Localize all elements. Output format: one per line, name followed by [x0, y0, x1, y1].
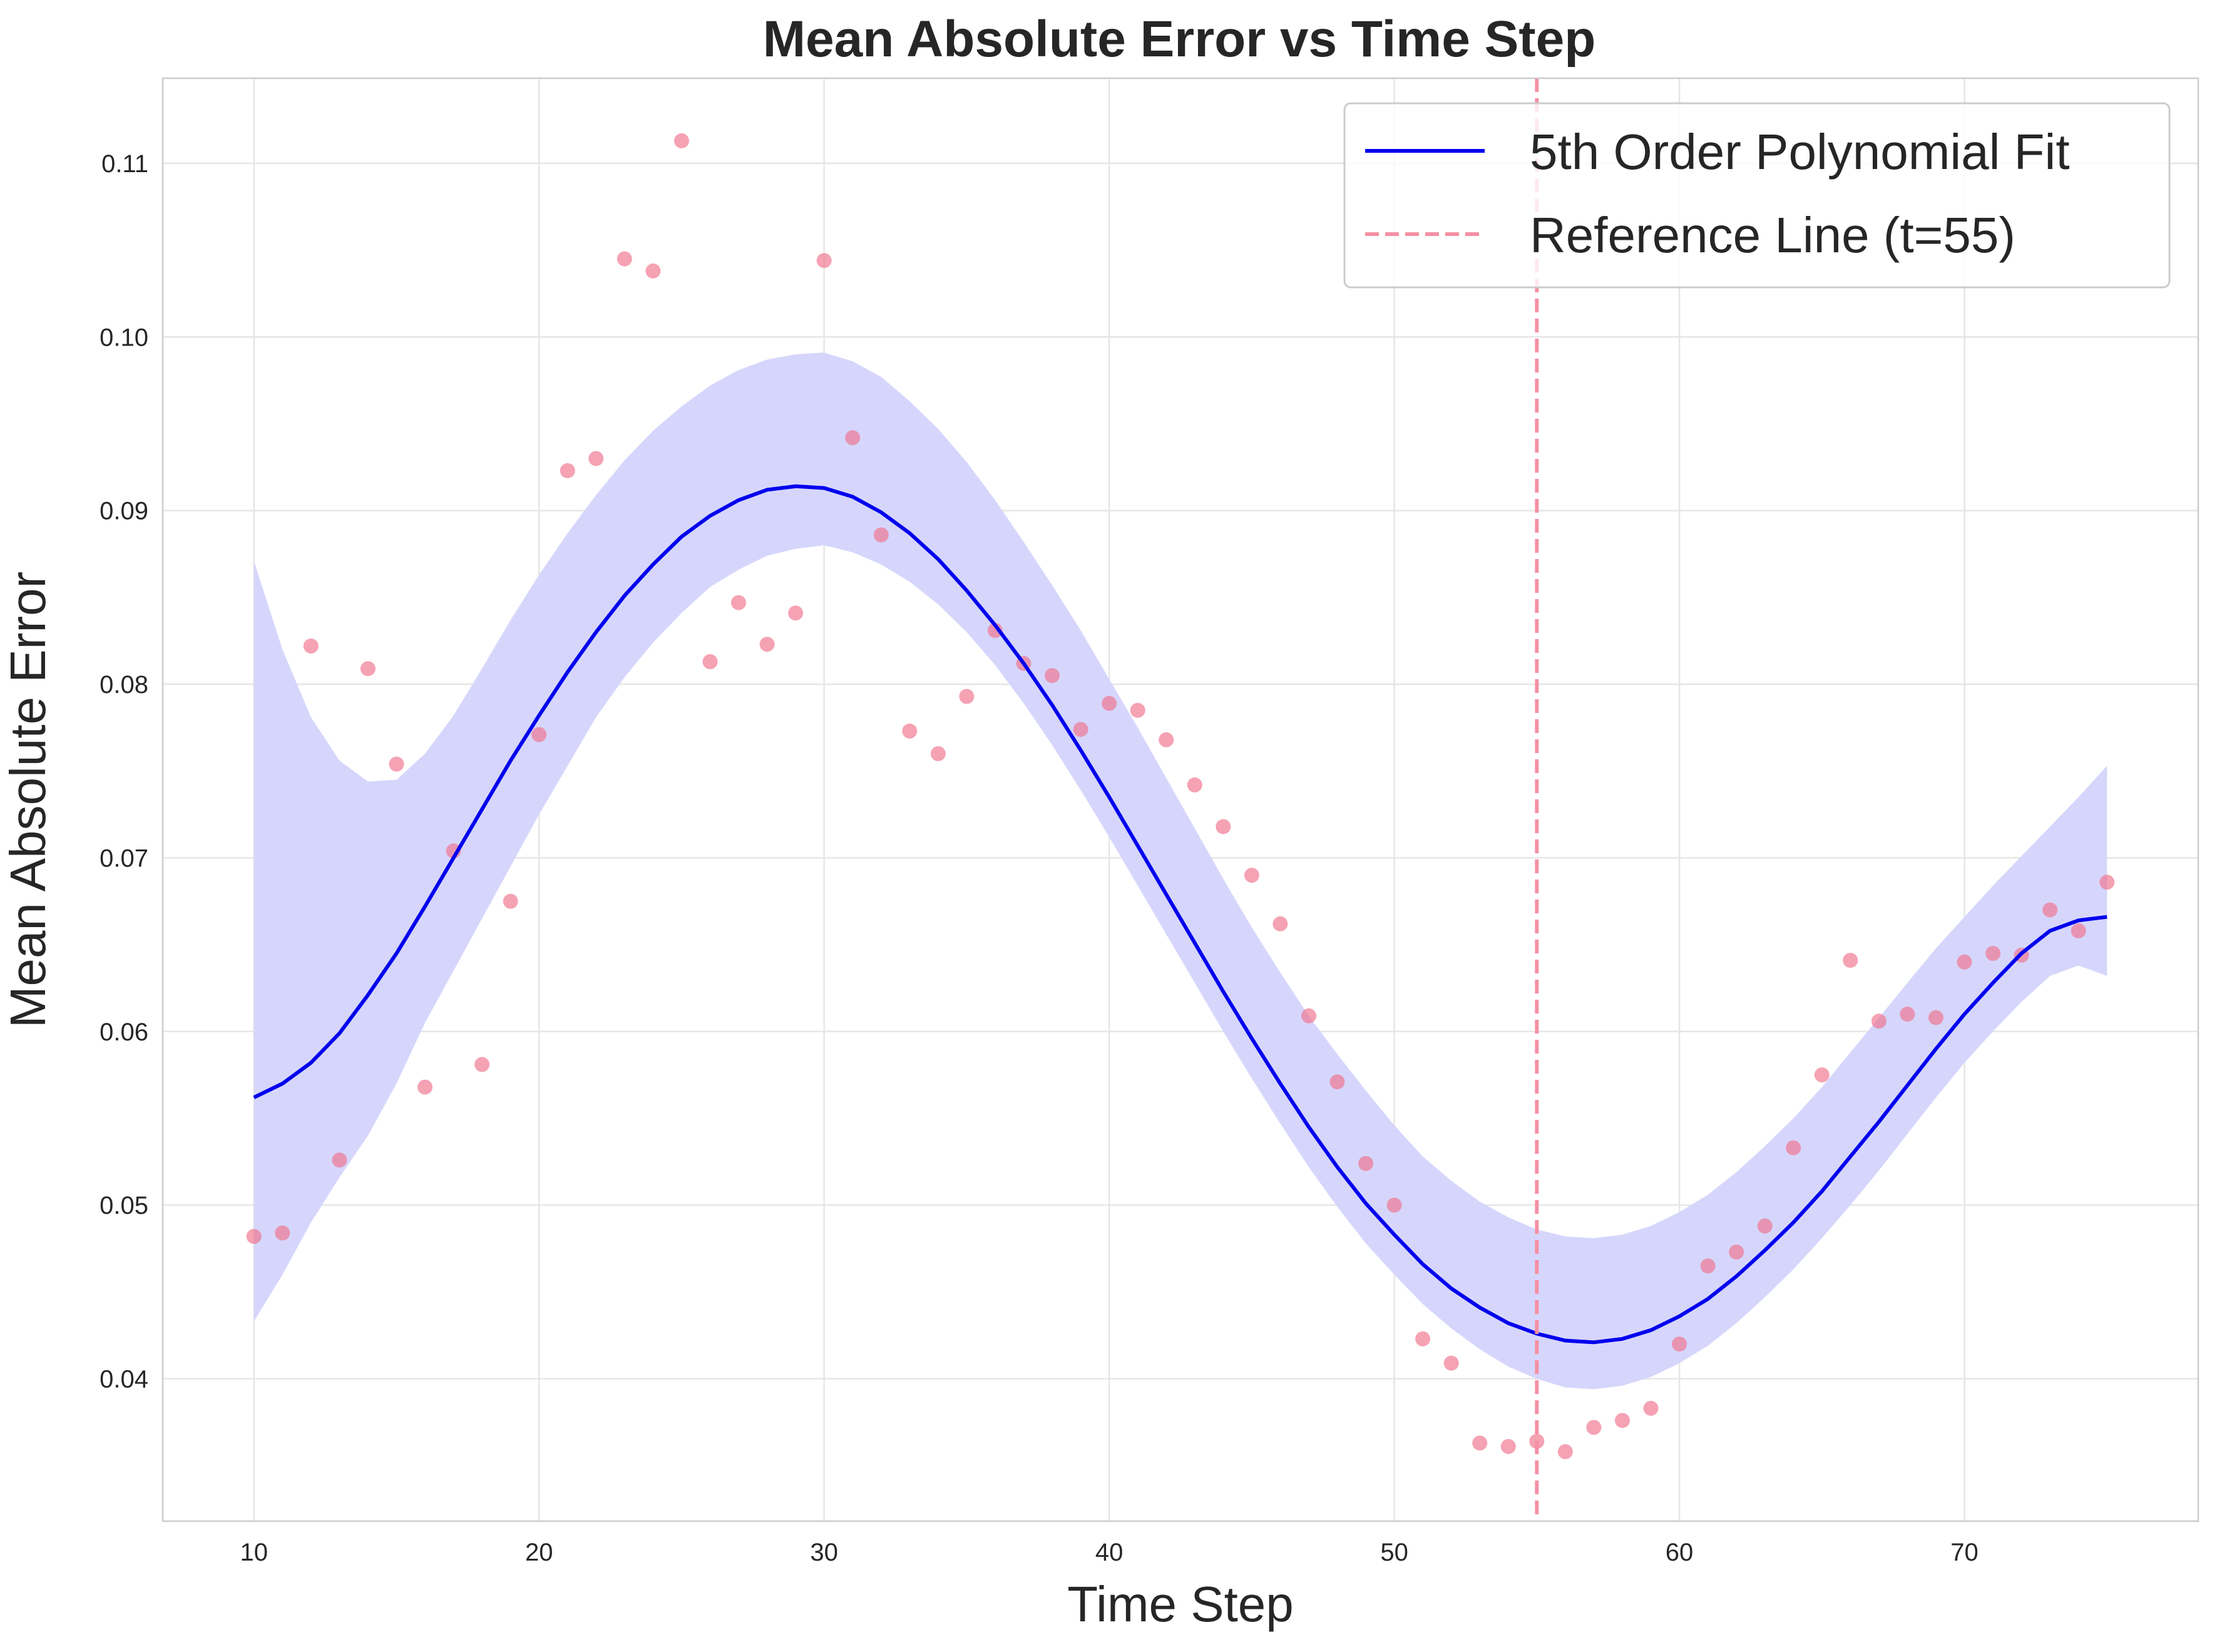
y-tick-label: 0.05 — [100, 1192, 148, 1219]
data-point — [2071, 923, 2086, 938]
data-point — [360, 661, 376, 677]
data-point — [1643, 1400, 1659, 1416]
data-point — [246, 1229, 262, 1244]
data-point — [1358, 1156, 1374, 1171]
legend-reference-label: Reference Line (t=55) — [1530, 207, 2015, 263]
legend-fit-label: 5th Order Polynomial Fit — [1530, 124, 2070, 180]
data-point — [503, 893, 518, 909]
x-tick-label: 50 — [1380, 1539, 1408, 1566]
data-point — [531, 727, 547, 742]
plot-border — [161, 77, 2199, 1522]
data-point — [873, 527, 889, 543]
data-point — [389, 756, 404, 772]
data-point — [417, 1079, 433, 1095]
data-point — [1985, 946, 2001, 961]
data-point — [902, 723, 918, 739]
data-point — [702, 654, 718, 669]
data-point — [645, 263, 661, 279]
data-point — [673, 133, 689, 148]
data-point — [303, 639, 319, 654]
data-point — [1415, 1331, 1431, 1347]
data-point — [1073, 722, 1088, 737]
chart-title: Mean Absolute Error vs Time Step — [763, 11, 1596, 68]
x-axis-label: Time Step — [1067, 1576, 1294, 1632]
data-point — [2042, 902, 2058, 918]
data-point — [1586, 1420, 1602, 1435]
data-point — [1045, 668, 1060, 684]
x-tick-label: 10 — [240, 1539, 268, 1566]
data-point — [816, 253, 832, 269]
data-point — [1871, 1013, 1887, 1029]
data-point — [759, 637, 775, 652]
data-point — [1159, 732, 1174, 747]
y-axis-ticks: 0.04 0.05 0.06 0.07 0.08 0.09 0.10 0.11 — [100, 150, 148, 1393]
data-point — [1329, 1074, 1345, 1090]
data-point — [1272, 916, 1288, 931]
confidence-band — [253, 352, 2107, 1390]
polynomial-fit-line — [253, 484, 2107, 1345]
data-point — [1615, 1413, 1630, 1429]
data-point — [1786, 1140, 1801, 1156]
data-point — [1843, 953, 1858, 968]
data-point — [1557, 1444, 1573, 1459]
x-tick-label: 20 — [525, 1539, 553, 1566]
data-point — [332, 1152, 347, 1168]
y-tick-label: 0.06 — [100, 1018, 148, 1046]
y-tick-label: 0.08 — [100, 671, 148, 699]
data-point — [275, 1225, 290, 1241]
data-point — [788, 605, 804, 621]
data-point — [1301, 1008, 1316, 1024]
data-point — [1500, 1439, 1516, 1454]
y-tick-label: 0.04 — [100, 1366, 148, 1393]
y-tick-label: 0.07 — [100, 844, 148, 872]
legend: 5th Order Polynomial Fit Reference Line … — [1343, 102, 2171, 289]
data-point — [1244, 868, 1259, 883]
data-point — [1386, 1198, 1402, 1213]
data-point — [1757, 1218, 1773, 1234]
data-point — [1187, 777, 1202, 793]
data-point — [1900, 1007, 1915, 1022]
data-point — [1130, 702, 1145, 718]
legend-box — [1343, 102, 2171, 289]
y-tick-label: 0.11 — [101, 150, 148, 178]
data-point — [959, 689, 975, 704]
data-point — [845, 430, 861, 446]
y-axis-label: Mean Absolute Error — [0, 572, 56, 1028]
scatter-points — [246, 133, 2115, 1459]
x-tick-label: 40 — [1095, 1539, 1124, 1566]
data-point — [731, 595, 746, 610]
data-point — [1472, 1435, 1488, 1451]
plot-area — [161, 77, 2199, 1522]
data-point — [930, 746, 946, 761]
y-tick-label: 0.10 — [100, 324, 148, 351]
data-point — [617, 251, 632, 267]
data-point — [1928, 1010, 1943, 1025]
data-point — [2099, 875, 2115, 890]
x-axis-ticks: 10 20 30 40 50 60 70 — [240, 1539, 1978, 1566]
x-tick-label: 70 — [1950, 1539, 1979, 1566]
data-point — [1814, 1067, 1830, 1083]
data-point — [474, 1057, 490, 1072]
data-point — [1443, 1355, 1459, 1371]
data-point — [588, 451, 604, 466]
data-point — [1957, 954, 1972, 970]
data-point — [1216, 819, 1231, 834]
y-tick-label: 0.09 — [100, 498, 148, 525]
x-tick-label: 60 — [1666, 1539, 1694, 1566]
x-tick-label: 30 — [810, 1539, 838, 1566]
data-point — [1102, 695, 1117, 711]
data-point — [987, 623, 1003, 639]
data-point — [1672, 1336, 1687, 1352]
data-point — [1700, 1258, 1716, 1274]
data-point — [1729, 1244, 1744, 1260]
data-point — [560, 463, 575, 478]
